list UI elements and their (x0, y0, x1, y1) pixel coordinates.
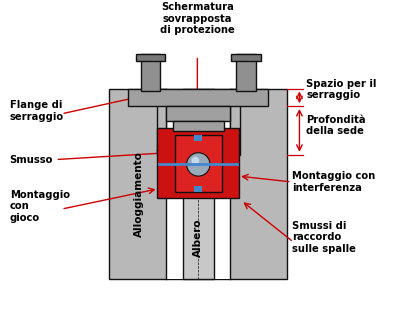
Bar (194, 186, 202, 192)
Text: Flange di
serraggio: Flange di serraggio (10, 100, 64, 122)
Text: Spazio per il
serraggio: Spazio per il serraggio (306, 79, 377, 100)
Text: Schermatura
sovrapposta
di protezione: Schermatura sovrapposta di protezione (160, 2, 235, 35)
Bar (166, 89, 230, 279)
Bar (230, 89, 240, 155)
Bar (136, 54, 165, 61)
Bar (175, 135, 222, 192)
Polygon shape (223, 147, 230, 155)
Bar (158, 129, 239, 198)
Bar (173, 121, 224, 131)
Bar (156, 89, 166, 155)
Bar (141, 54, 160, 91)
Text: Smussi di
raccordo
sulle spalle: Smussi di raccordo sulle spalle (292, 221, 356, 254)
Text: Smusso: Smusso (10, 155, 53, 165)
Bar (236, 54, 256, 91)
Bar (128, 89, 268, 106)
Text: Profondità
della sede: Profondità della sede (306, 115, 366, 136)
Text: Montaggio
con
gioco: Montaggio con gioco (10, 189, 70, 223)
Circle shape (187, 153, 210, 176)
Bar (194, 135, 202, 141)
Polygon shape (166, 147, 174, 155)
Text: Alloggiamento: Alloggiamento (134, 151, 144, 236)
Circle shape (192, 157, 199, 164)
Bar (231, 54, 260, 61)
Text: Albero: Albero (193, 218, 203, 257)
Bar (166, 106, 230, 121)
Bar (109, 89, 287, 279)
Text: Montaggio con
interferenza: Montaggio con interferenza (292, 171, 375, 193)
Bar (183, 89, 214, 279)
